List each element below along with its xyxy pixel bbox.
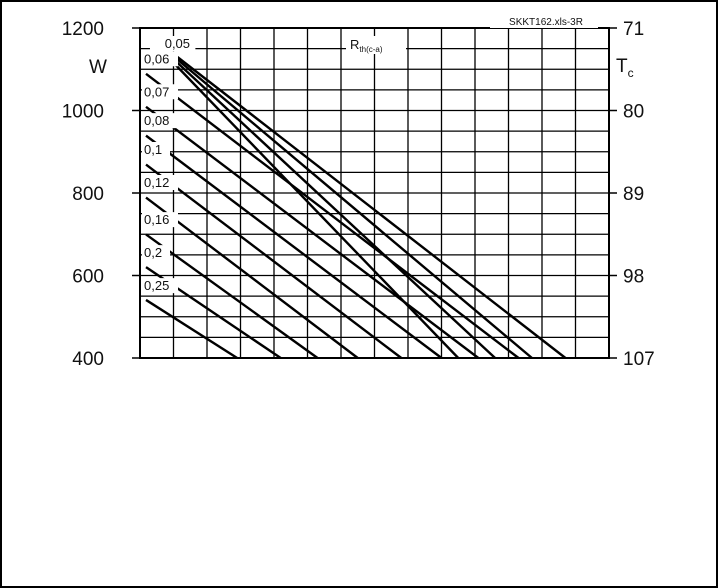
right-axis-label-main: T	[616, 56, 628, 77]
series-labels: 0,020,030,040,050,060,070,080,10,120,160…	[142, 36, 196, 294]
series-label-bg	[142, 113, 178, 129]
left-tick-label: 800	[72, 184, 104, 205]
series-line-0-25	[145, 298, 238, 360]
left-tick-label: 400	[72, 349, 104, 370]
series-label: 0,08	[144, 113, 169, 128]
left-axis-unit-label: W	[89, 57, 107, 78]
right-tick-label: 71	[623, 19, 644, 40]
series-label: 0,1	[144, 142, 162, 157]
series-line-0-03	[170, 56, 496, 359]
rth-label-main: R	[350, 37, 359, 52]
right-y-axis: 71 80 89 98 107	[609, 19, 655, 370]
series-label-bg	[142, 278, 178, 294]
series-line-0-16	[145, 233, 319, 359]
right-axis-label: Tc	[616, 56, 634, 80]
rth-group-label: Rth(c-a)	[350, 37, 383, 54]
series-label-bg	[142, 245, 170, 261]
series-label-bg	[142, 84, 178, 100]
series-line-0-05	[176, 56, 567, 359]
right-tick-label: 98	[623, 267, 644, 288]
left-tick-label: 1200	[62, 19, 104, 40]
rth-label-bg	[346, 36, 406, 54]
series-label: 0,05	[165, 36, 190, 51]
right-axis-label-sub: c	[628, 66, 634, 80]
series-label: 0,07	[144, 84, 169, 99]
series-line-0-07	[145, 105, 480, 359]
series-line-0-06	[145, 72, 520, 359]
series-line-0-02	[167, 56, 460, 359]
series-line-0-08	[145, 134, 443, 359]
series-line-0-12	[145, 196, 359, 359]
series-label: 0,12	[144, 175, 169, 190]
series-label-bg	[142, 142, 170, 157]
series-label: 0,06	[144, 51, 169, 66]
left-tick-label: 1000	[62, 102, 104, 123]
source-tag: SKKT162.xls-3R	[509, 17, 583, 28]
series-lines	[145, 56, 567, 360]
right-tick-label: 107	[623, 349, 655, 370]
left-tick-label: 600	[72, 267, 104, 288]
rth-label-sub: th(c-a)	[359, 45, 382, 54]
series-label-bg	[159, 36, 196, 51]
source-tag-bg	[490, 14, 598, 28]
left-y-axis: 1200 1000 800 600 400	[62, 19, 140, 370]
series-line-0-04	[173, 56, 533, 359]
series-label-bg	[142, 51, 178, 67]
series-label-bg	[142, 175, 178, 190]
right-tick-label: 89	[623, 184, 644, 205]
series-label: 0,25	[144, 278, 169, 293]
series-label-bg	[142, 212, 178, 228]
series-label: 0,2	[144, 245, 162, 260]
series-line-0-1	[145, 163, 403, 359]
right-tick-label: 80	[623, 102, 644, 123]
series-label: 0,16	[144, 212, 169, 227]
